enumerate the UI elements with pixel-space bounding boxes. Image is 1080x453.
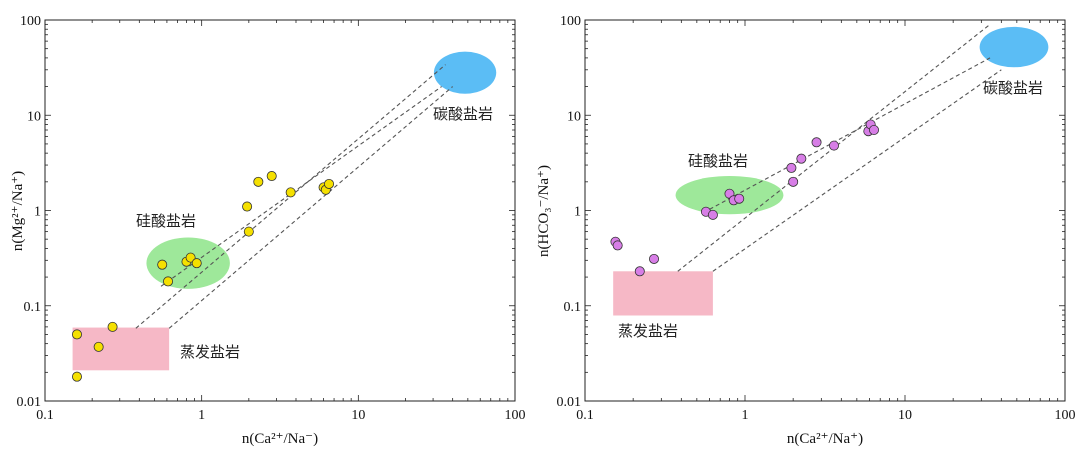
left-data-point — [93, 341, 104, 352]
left-guide-line-2 — [160, 86, 442, 287]
right-data-point — [829, 140, 840, 151]
left-data-point — [71, 371, 82, 382]
left-zone-2 — [72, 327, 170, 371]
right-x-tick-label: 0.1 — [576, 408, 594, 423]
left-data-point — [243, 226, 254, 237]
right-data-point — [796, 153, 807, 164]
left-y-tick-label: 1 — [34, 205, 41, 220]
left-data-point — [266, 171, 277, 182]
left-data-point — [285, 187, 296, 198]
right-silicate-label: 硅酸盐岩 — [688, 152, 748, 170]
right-data-point — [734, 193, 745, 204]
right-y-tick-label: 100 — [560, 14, 581, 29]
right-data-point — [811, 137, 822, 148]
right-y-tick-label: 1 — [574, 205, 581, 220]
right-zone-0 — [979, 26, 1049, 68]
right-carbonate-label: 碳酸盐岩 — [983, 79, 1043, 97]
right-y-tick-label: 0.1 — [564, 300, 582, 315]
left-data-point — [253, 176, 264, 187]
left-data-point — [191, 258, 202, 269]
left-data-point — [242, 201, 253, 212]
right-guide-line-1 — [712, 69, 1002, 272]
left-data-point — [163, 276, 174, 287]
right-data-point — [707, 209, 718, 220]
right-y-axis-label: n(HCO₃⁻/Na⁺) — [536, 165, 552, 257]
left-y-tick-label: 10 — [27, 109, 41, 124]
left-x-tick-label: 100 — [505, 408, 526, 423]
right-x-tick-label: 1 — [742, 408, 749, 423]
right-y-tick-label: 0.01 — [557, 395, 582, 410]
left-data-point — [157, 259, 168, 270]
right-data-point — [649, 253, 660, 264]
left-data-point — [324, 178, 335, 189]
left-data-point — [107, 321, 118, 332]
right-evaporite-label: 蒸发盐岩 — [618, 322, 678, 340]
left-carbonate-label: 碳酸盐岩 — [433, 105, 493, 123]
right-data-point — [634, 266, 645, 277]
right-y-tick-label: 10 — [567, 109, 581, 124]
right-data-point — [788, 176, 799, 187]
left-evaporite-label: 蒸发盐岩 — [180, 343, 240, 361]
left-y-tick-label: 100 — [20, 14, 41, 29]
right-plot-frame — [584, 19, 1066, 402]
right-x-axis-label: n(Ca²⁺/Na⁺) — [787, 431, 863, 447]
right-data-point — [868, 125, 879, 136]
right-data-point — [612, 240, 623, 251]
left-y-tick-label: 0.1 — [24, 300, 42, 315]
left-zone-0 — [433, 51, 497, 94]
left-data-point — [71, 329, 82, 340]
right-x-tick-label: 10 — [898, 408, 912, 423]
right-guide-line-2 — [703, 57, 991, 214]
right-zone-2 — [613, 271, 713, 316]
left-silicate-label: 硅酸盐岩 — [136, 212, 196, 230]
left-y-axis-label: n(Mg²⁺/Na⁺) — [10, 171, 26, 251]
left-x-tick-label: 10 — [351, 408, 365, 423]
right-x-tick-label: 100 — [1055, 408, 1076, 423]
left-guide-line-1 — [168, 86, 454, 329]
left-x-tick-label: 1 — [198, 408, 205, 423]
left-x-axis-label: n(Ca²⁺/Na⁻) — [242, 431, 318, 447]
left-x-tick-label: 0.1 — [36, 408, 54, 423]
left-y-tick-label: 0.01 — [17, 395, 42, 410]
right-data-point — [786, 162, 797, 173]
